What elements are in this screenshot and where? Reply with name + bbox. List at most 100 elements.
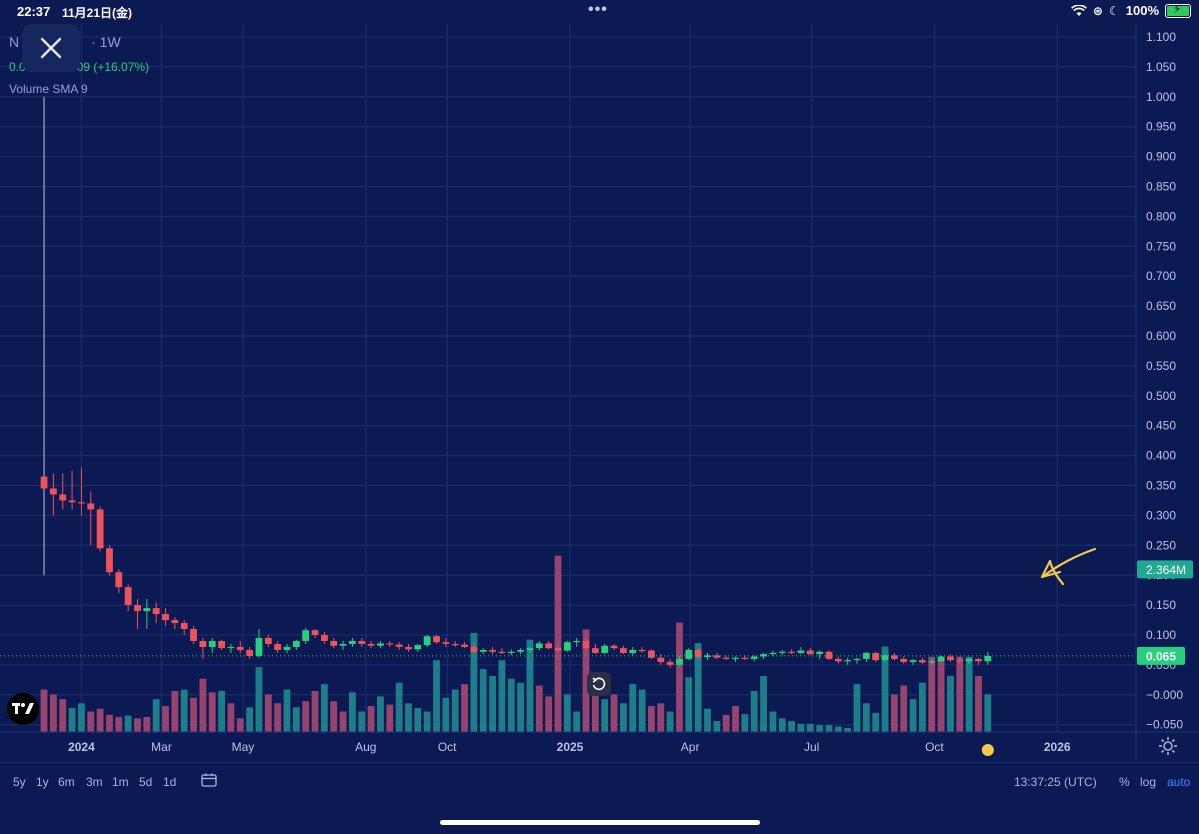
candle-body — [610, 645, 618, 649]
timeframe-5d[interactable]: 5d — [139, 775, 153, 789]
volume-bar — [143, 716, 151, 732]
volume-bar — [666, 711, 674, 732]
chart-area[interactable]: 1.100 1.050 1.000 0.950 0.900 0.850 0.800 0.750… — [0, 24, 1199, 760]
timeframe-1d[interactable]: 1d — [163, 775, 177, 789]
candle-body — [367, 643, 375, 646]
timeframe-1m[interactable]: 1m — [112, 775, 129, 789]
candle-body — [124, 587, 132, 606]
volume-bar — [227, 703, 235, 732]
candle-body — [573, 640, 581, 643]
volume-bar — [489, 675, 496, 732]
volume-bar — [349, 692, 356, 732]
candle-body — [591, 648, 599, 653]
candle-body — [947, 656, 954, 661]
volume-bar — [134, 718, 141, 732]
candle-body — [134, 605, 141, 612]
candle-body — [190, 629, 197, 641]
log-toggle[interactable]: log — [1140, 775, 1157, 789]
candle-body — [975, 658, 982, 662]
wifi-icon — [1070, 4, 1087, 16]
volume-bar — [844, 727, 852, 732]
volume-bar — [629, 684, 637, 732]
x-tick-label: 2025 — [557, 740, 584, 754]
candle-body — [96, 509, 104, 549]
candle-body — [423, 636, 431, 646]
tradingview-logo-icon — [12, 703, 34, 714]
x-tick-label: 2024 — [68, 740, 95, 754]
candle-body — [68, 500, 76, 503]
gear-icon[interactable] — [1158, 736, 1178, 756]
candle-body — [311, 630, 319, 635]
close-icon — [40, 37, 62, 59]
volume-bar — [423, 711, 431, 732]
candle-body — [442, 642, 450, 644]
candle-body — [461, 644, 468, 647]
candle-body — [862, 652, 870, 659]
volume-bar — [68, 708, 76, 732]
close-button[interactable] — [22, 24, 80, 72]
candle-body — [554, 648, 562, 651]
candle-body — [526, 648, 534, 650]
candle-body — [414, 645, 422, 650]
y-tick-label: 0.100 — [1146, 628, 1176, 642]
candle-body — [162, 614, 169, 621]
volume-bar — [619, 703, 627, 732]
volume-bar — [694, 643, 702, 732]
candle-body — [769, 652, 777, 655]
calendar-icon[interactable] — [201, 773, 217, 787]
volume-bar — [199, 678, 207, 732]
candle-body — [816, 651, 824, 655]
timeframe-3m[interactable]: 3m — [86, 775, 103, 789]
volume-bar — [255, 667, 263, 732]
volume-bar — [246, 707, 254, 732]
legend-symbol[interactable]: N · 1W — [9, 34, 121, 50]
reset-chart-button[interactable] — [587, 672, 611, 696]
grid — [0, 24, 1136, 732]
candle-body — [405, 646, 412, 650]
timeframe-6m[interactable]: 6m — [58, 775, 75, 789]
auto-toggle[interactable]: auto — [1167, 775, 1191, 789]
x-tick-label: Jul — [804, 740, 819, 754]
volume-bar — [563, 694, 571, 732]
legend-symbol-name: N — [9, 34, 20, 50]
volume-bar — [517, 682, 525, 732]
percent-toggle[interactable]: % — [1119, 775, 1130, 789]
candle-body — [638, 649, 646, 652]
volume-bar — [610, 694, 618, 732]
volume-bar — [984, 694, 992, 732]
candle-body — [844, 660, 852, 662]
timeframe-5y[interactable]: 5y — [13, 775, 26, 789]
legend-interval: · 1W — [91, 34, 121, 50]
annotation-arrow — [1040, 547, 1097, 586]
volume-bar — [377, 696, 384, 732]
price-chart[interactable]: 1.100 1.050 1.000 0.950 0.900 0.850 0.800 0.750… — [0, 24, 1199, 760]
volume-bar — [965, 656, 973, 732]
volume-bar — [872, 712, 880, 732]
volume-bar — [190, 697, 197, 732]
volume-bar — [171, 690, 179, 732]
timeframe-1y[interactable]: 1y — [36, 775, 49, 789]
utc-clock[interactable]: 13:37:25 (UTC) — [1014, 775, 1097, 789]
volume-bar — [274, 703, 282, 732]
volume-bar — [526, 639, 534, 732]
volume-bar — [461, 684, 468, 732]
candle-body — [264, 637, 272, 644]
candles — [40, 96, 992, 668]
volume-bar — [713, 721, 721, 732]
volume-bar — [638, 689, 646, 732]
x-tick-label: Mar — [151, 740, 172, 754]
volume-bar — [704, 708, 711, 732]
volume-bar — [956, 656, 964, 732]
volume-bar — [479, 669, 487, 732]
tradingview-logo[interactable] — [7, 693, 39, 725]
candle-body — [956, 660, 964, 662]
multitask-dots-icon[interactable]: ••• — [588, 1, 608, 18]
candle-body — [199, 640, 207, 647]
candle-body — [227, 646, 235, 649]
status-right: ⊛ ☾ 100% ⚡ — [1070, 2, 1191, 18]
candle-body — [919, 660, 926, 663]
home-indicator[interactable] — [440, 820, 760, 825]
x-tick-label: May — [232, 740, 255, 754]
candle-body — [78, 502, 85, 504]
candle-body — [152, 608, 160, 615]
